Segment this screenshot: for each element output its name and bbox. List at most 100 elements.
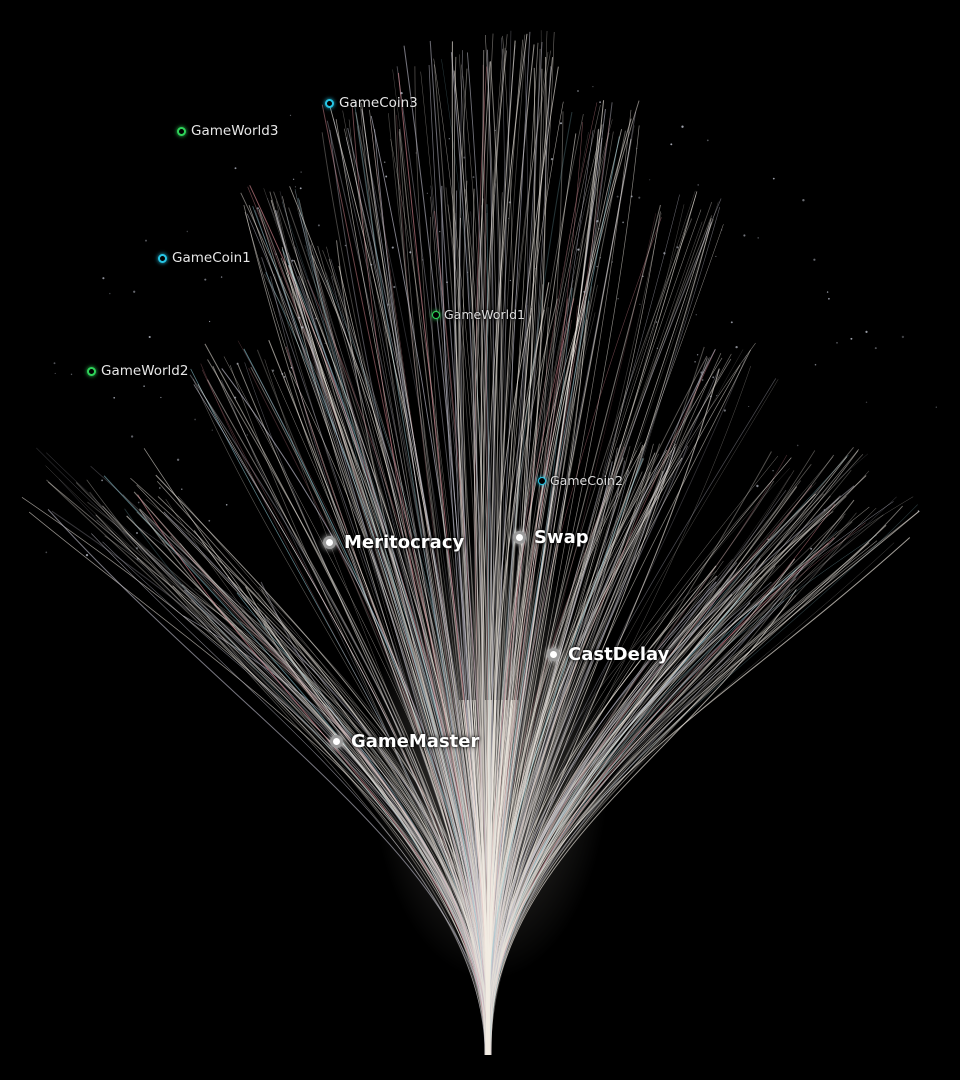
speck xyxy=(796,444,799,447)
speck xyxy=(385,175,388,178)
speck xyxy=(85,553,89,557)
node-gamecoin2[interactable]: GameCoin2 xyxy=(538,473,623,488)
speck xyxy=(709,395,712,398)
speck xyxy=(383,161,386,163)
speck xyxy=(208,320,211,323)
speck xyxy=(246,434,248,436)
strand xyxy=(163,511,487,1056)
speck xyxy=(730,321,733,324)
strand xyxy=(490,365,751,1056)
speck xyxy=(836,342,838,344)
strand xyxy=(488,510,920,1056)
ring-marker-icon xyxy=(158,253,167,263)
node-gamemaster[interactable]: GameMaster xyxy=(330,731,479,752)
speck xyxy=(577,90,579,92)
speck xyxy=(135,547,139,550)
strand xyxy=(47,509,489,1056)
speck xyxy=(393,285,396,289)
speck xyxy=(234,167,237,170)
speck xyxy=(663,252,666,255)
speck xyxy=(676,246,679,249)
strand xyxy=(46,479,487,1056)
strand xyxy=(488,224,724,1056)
speck xyxy=(291,259,294,262)
strand xyxy=(343,128,487,1056)
strand xyxy=(486,111,564,1056)
speck xyxy=(636,147,638,149)
speck xyxy=(387,303,390,306)
strand xyxy=(488,562,738,1056)
speck xyxy=(935,406,937,408)
speck xyxy=(813,258,816,261)
speck xyxy=(828,297,830,300)
strand xyxy=(480,50,486,1056)
node-castdelay[interactable]: CastDelay xyxy=(547,644,669,665)
strand xyxy=(229,365,488,1056)
strand xyxy=(136,511,488,1056)
speck xyxy=(426,192,428,194)
speck xyxy=(54,372,56,374)
speck xyxy=(281,372,284,375)
strand xyxy=(213,604,487,1056)
speck xyxy=(467,271,469,273)
node-swap[interactable]: Swap xyxy=(513,527,589,548)
speck xyxy=(220,276,223,278)
speck xyxy=(102,277,105,280)
node-gameworld2[interactable]: GameWorld2 xyxy=(87,363,188,379)
node-gamecoin3[interactable]: GameCoin3 xyxy=(325,95,418,111)
speck xyxy=(706,139,709,142)
strand xyxy=(217,606,491,1056)
speck xyxy=(901,335,905,339)
strand xyxy=(212,365,486,1056)
speck xyxy=(670,143,673,146)
strand xyxy=(486,589,797,1056)
speck xyxy=(135,531,139,535)
speck xyxy=(448,138,450,140)
strand xyxy=(486,524,887,1056)
speck xyxy=(560,122,562,125)
speck xyxy=(158,487,161,489)
strand xyxy=(487,458,645,1056)
speck xyxy=(285,263,287,265)
ring-marker-icon xyxy=(177,126,186,136)
speck xyxy=(865,330,868,333)
trunk-strand xyxy=(474,699,488,1056)
speck xyxy=(767,538,769,540)
speck xyxy=(275,253,277,255)
speck xyxy=(772,469,774,472)
strand xyxy=(45,465,492,1056)
strand xyxy=(486,471,651,1056)
strand xyxy=(194,588,491,1056)
speck xyxy=(598,228,600,230)
node-label: GameCoin1 xyxy=(172,250,251,266)
node-gamecoin1[interactable]: GameCoin1 xyxy=(158,250,251,266)
ring-marker-icon xyxy=(538,476,546,485)
speck xyxy=(145,239,147,242)
node-meritocracy[interactable]: Meritocracy xyxy=(323,532,464,553)
strand xyxy=(86,479,487,1056)
speck xyxy=(622,221,624,224)
strand xyxy=(283,371,486,1056)
speck xyxy=(53,362,56,365)
speck xyxy=(823,509,826,511)
node-gameworld1[interactable]: GameWorld1 xyxy=(432,307,525,322)
speck xyxy=(300,171,302,173)
speck xyxy=(236,362,239,365)
strand xyxy=(490,368,720,1056)
speck xyxy=(723,409,726,412)
speck xyxy=(639,303,641,305)
speck xyxy=(109,292,111,295)
strand xyxy=(489,604,757,1056)
speck xyxy=(617,298,619,300)
strand xyxy=(490,559,733,1056)
node-gameworld3[interactable]: GameWorld3 xyxy=(177,123,278,139)
speck xyxy=(315,318,317,320)
strand xyxy=(487,52,528,1056)
speck xyxy=(865,401,868,404)
speck xyxy=(317,224,320,227)
speck xyxy=(137,501,140,504)
strand xyxy=(21,497,489,1056)
speck xyxy=(400,91,403,95)
speck xyxy=(472,176,475,179)
speck xyxy=(160,396,162,399)
